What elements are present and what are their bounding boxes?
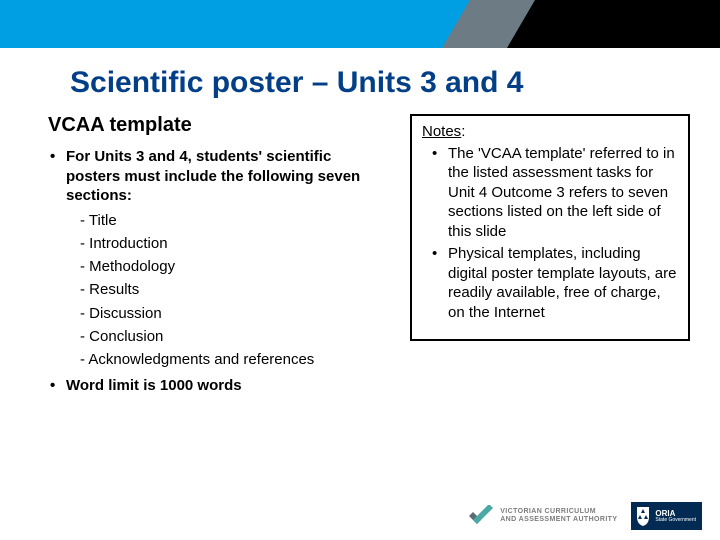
- bullet-word-limit: Word limit is 1000 words: [48, 376, 388, 396]
- subtitle: VCAA template: [48, 114, 388, 137]
- left-column: VCAA template For Units 3 and 4, student…: [48, 114, 388, 398]
- notes-item: The 'VCAA template' referred to in the l…: [422, 144, 678, 242]
- vcaa-logo-text: VICTORIAN CURRICULUM AND ASSESSMENT AUTH…: [500, 508, 617, 523]
- vcaa-line1: VICTORIAN CURRICULUM: [500, 508, 617, 516]
- header-stripe-black: [535, 0, 720, 48]
- content-area: VCAA template For Units 3 and 4, student…: [0, 114, 720, 398]
- section-item: Conclusion: [80, 325, 388, 348]
- bullet-intro: For Units 3 and 4, students' scientific …: [48, 147, 388, 374]
- vcaa-check-icon: [468, 505, 494, 527]
- section-item: Introduction: [80, 232, 388, 255]
- notes-box: Notes: The 'VCAA template' referred to i…: [410, 114, 690, 341]
- victoria-gov-logo: ORIA State Government: [631, 502, 702, 530]
- right-column: Notes: The 'VCAA template' referred to i…: [410, 114, 690, 398]
- section-item: Discussion: [80, 302, 388, 325]
- vcaa-logo: VICTORIAN CURRICULUM AND ASSESSMENT AUTH…: [468, 505, 617, 527]
- victoria-shield-icon: [635, 506, 651, 526]
- main-bullet-list: For Units 3 and 4, students' scientific …: [48, 147, 388, 396]
- bullet-intro-text: For Units 3 and 4, students' scientific …: [66, 148, 360, 204]
- header-stripe-blue: [0, 0, 445, 48]
- header-bar: [0, 0, 720, 48]
- sections-sublist: TitleIntroductionMethodologyResultsDiscu…: [66, 206, 388, 375]
- section-item: Title: [80, 209, 388, 232]
- victoria-logo-text: ORIA State Government: [655, 510, 696, 523]
- vcaa-line2: AND ASSESSMENT AUTHORITY: [500, 516, 617, 524]
- notes-label: Notes: [422, 123, 461, 140]
- vic-sub: State Government: [655, 518, 696, 523]
- section-item: Acknowledgments and references: [80, 348, 388, 371]
- section-item: Methodology: [80, 255, 388, 278]
- notes-bullet-list: The 'VCAA template' referred to in the l…: [422, 144, 678, 323]
- slide-title: Scientific poster – Units 3 and 4: [0, 48, 720, 114]
- notes-item: Physical templates, including digital po…: [422, 244, 678, 322]
- section-item: Results: [80, 278, 388, 301]
- footer-logos: VICTORIAN CURRICULUM AND ASSESSMENT AUTH…: [468, 502, 702, 530]
